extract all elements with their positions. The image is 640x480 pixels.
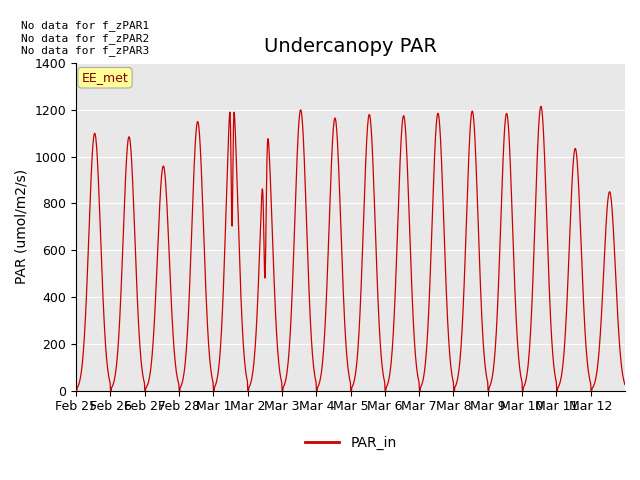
Text: No data for f_zPAR1
No data for f_zPAR2
No data for f_zPAR3: No data for f_zPAR1 No data for f_zPAR2 … (21, 21, 150, 56)
Title: Undercanopy PAR: Undercanopy PAR (264, 37, 437, 56)
Text: EE_met: EE_met (82, 71, 129, 84)
Legend: PAR_in: PAR_in (299, 431, 402, 456)
Y-axis label: PAR (umol/m2/s): PAR (umol/m2/s) (15, 169, 29, 285)
